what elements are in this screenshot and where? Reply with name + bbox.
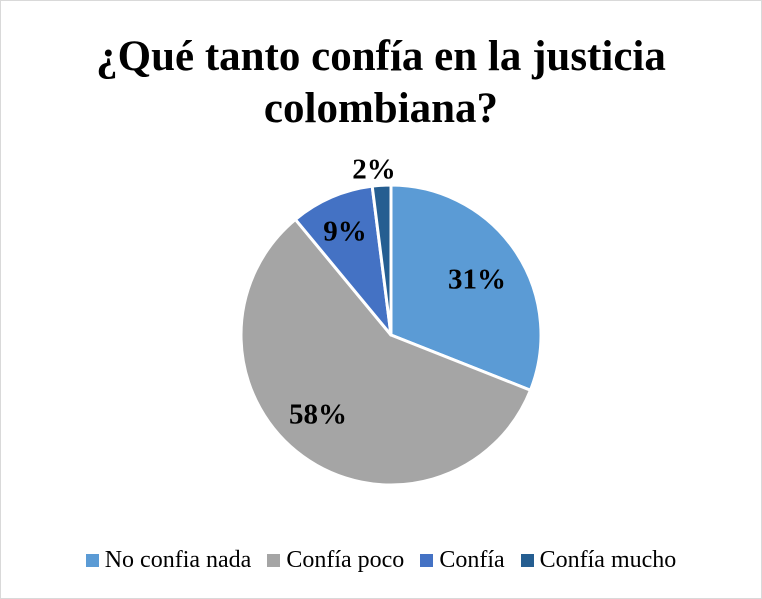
- pie-slice-conf-a-poco: [239, 217, 532, 487]
- legend-item: Confía poco: [267, 547, 404, 574]
- legend-label: Confía poco: [286, 547, 405, 573]
- data-label: 2%: [352, 154, 396, 186]
- legend-item: Confía mucho: [520, 547, 677, 574]
- legend-label: Confía: [439, 547, 505, 573]
- data-label: 58%: [289, 399, 347, 431]
- pie-slice-conf-a-mucho: [370, 183, 393, 337]
- legend-item: Confía: [420, 547, 505, 574]
- data-label: 31%: [448, 264, 506, 296]
- legend-swatch: [520, 554, 534, 567]
- legend-item: No confia nada: [85, 547, 252, 574]
- legend-swatch: [420, 554, 434, 567]
- chart-legend: No confia nada Confía poco Confía Confía mu…: [1, 547, 761, 574]
- pie-slice-no-confia-nada: [389, 183, 543, 392]
- legend-swatch: [267, 554, 281, 567]
- data-label: 9%: [323, 216, 367, 248]
- pie-slice-conf-a: [293, 184, 393, 337]
- chart-title: ¿Qué tanto confía en la justicia colombi…: [96, 33, 666, 132]
- pie-data-labels: 31% 58% 9% 2%: [289, 154, 506, 431]
- pie-slices: [239, 183, 543, 487]
- legend-label: Confía mucho: [539, 547, 677, 573]
- legend-label: No confia nada: [104, 547, 252, 573]
- legend-swatch: [85, 554, 99, 567]
